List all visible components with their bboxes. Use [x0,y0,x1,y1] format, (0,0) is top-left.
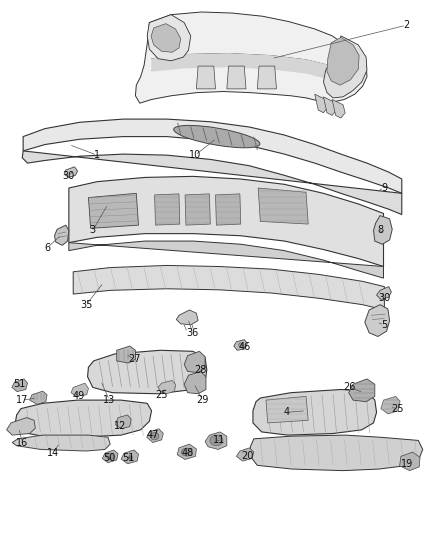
Text: 28: 28 [194,365,207,375]
Polygon shape [151,23,181,52]
Polygon shape [365,305,390,336]
Polygon shape [177,310,198,325]
Polygon shape [184,351,205,373]
Polygon shape [205,432,227,449]
Text: 26: 26 [343,382,356,392]
Text: 48: 48 [181,448,194,458]
Text: 36: 36 [187,328,199,338]
Polygon shape [88,193,138,228]
Polygon shape [234,340,247,350]
Ellipse shape [106,453,114,459]
Polygon shape [121,450,138,464]
Polygon shape [266,397,308,423]
Polygon shape [69,241,384,278]
Text: 50: 50 [103,454,116,463]
Polygon shape [12,379,28,392]
Text: 16: 16 [16,438,28,448]
Polygon shape [327,37,359,85]
Polygon shape [237,448,254,461]
Polygon shape [73,265,385,310]
Polygon shape [135,12,367,103]
Text: 2: 2 [403,20,409,30]
Text: 8: 8 [377,225,383,236]
Polygon shape [185,194,210,225]
Text: 25: 25 [391,403,404,414]
Text: 1: 1 [94,150,100,160]
Polygon shape [22,151,402,215]
Polygon shape [54,225,69,245]
Text: 3: 3 [90,225,96,236]
Polygon shape [215,194,241,225]
Ellipse shape [150,432,159,440]
Text: 30: 30 [63,172,75,181]
Polygon shape [184,372,206,394]
Polygon shape [7,418,35,435]
Polygon shape [158,381,176,394]
Polygon shape [315,94,328,113]
Ellipse shape [210,435,223,446]
Text: 11: 11 [213,435,225,446]
Text: 12: 12 [113,421,126,431]
Polygon shape [381,397,400,414]
Polygon shape [258,188,308,224]
Text: 30: 30 [378,293,391,303]
Polygon shape [88,350,207,394]
Polygon shape [69,176,384,266]
Polygon shape [227,66,246,89]
Text: 51: 51 [122,454,134,463]
Ellipse shape [181,448,192,456]
Polygon shape [64,167,78,177]
Text: 13: 13 [103,395,116,405]
Text: 9: 9 [381,183,388,193]
Polygon shape [323,97,336,115]
Polygon shape [102,450,118,463]
Polygon shape [374,216,392,244]
Polygon shape [332,100,345,118]
Polygon shape [23,119,402,193]
Ellipse shape [239,343,243,347]
Polygon shape [71,383,88,397]
Polygon shape [196,66,215,89]
Polygon shape [399,452,420,471]
Polygon shape [147,14,191,61]
Text: 17: 17 [16,395,28,405]
Polygon shape [155,194,180,225]
Text: 5: 5 [381,320,388,330]
Text: 35: 35 [80,300,92,310]
Text: 4: 4 [283,407,290,417]
Polygon shape [251,435,423,471]
Ellipse shape [174,125,260,148]
Polygon shape [117,346,135,363]
Text: 6: 6 [44,243,50,253]
Text: 25: 25 [155,390,168,400]
Text: 20: 20 [241,451,254,462]
Polygon shape [253,390,377,435]
Polygon shape [177,444,196,459]
Polygon shape [15,400,152,437]
Text: 49: 49 [73,391,85,401]
Polygon shape [30,391,47,405]
Text: 10: 10 [189,150,201,160]
Text: 27: 27 [128,354,141,364]
Polygon shape [377,287,391,300]
Polygon shape [12,435,110,451]
Text: 19: 19 [401,459,413,469]
Polygon shape [147,429,163,442]
Text: 51: 51 [14,379,26,389]
Polygon shape [116,415,131,429]
Text: 47: 47 [147,430,159,440]
Text: 46: 46 [239,342,251,352]
Text: 29: 29 [196,395,208,405]
Polygon shape [349,379,375,402]
Text: 14: 14 [46,448,59,458]
Polygon shape [323,36,367,98]
Polygon shape [257,66,276,89]
